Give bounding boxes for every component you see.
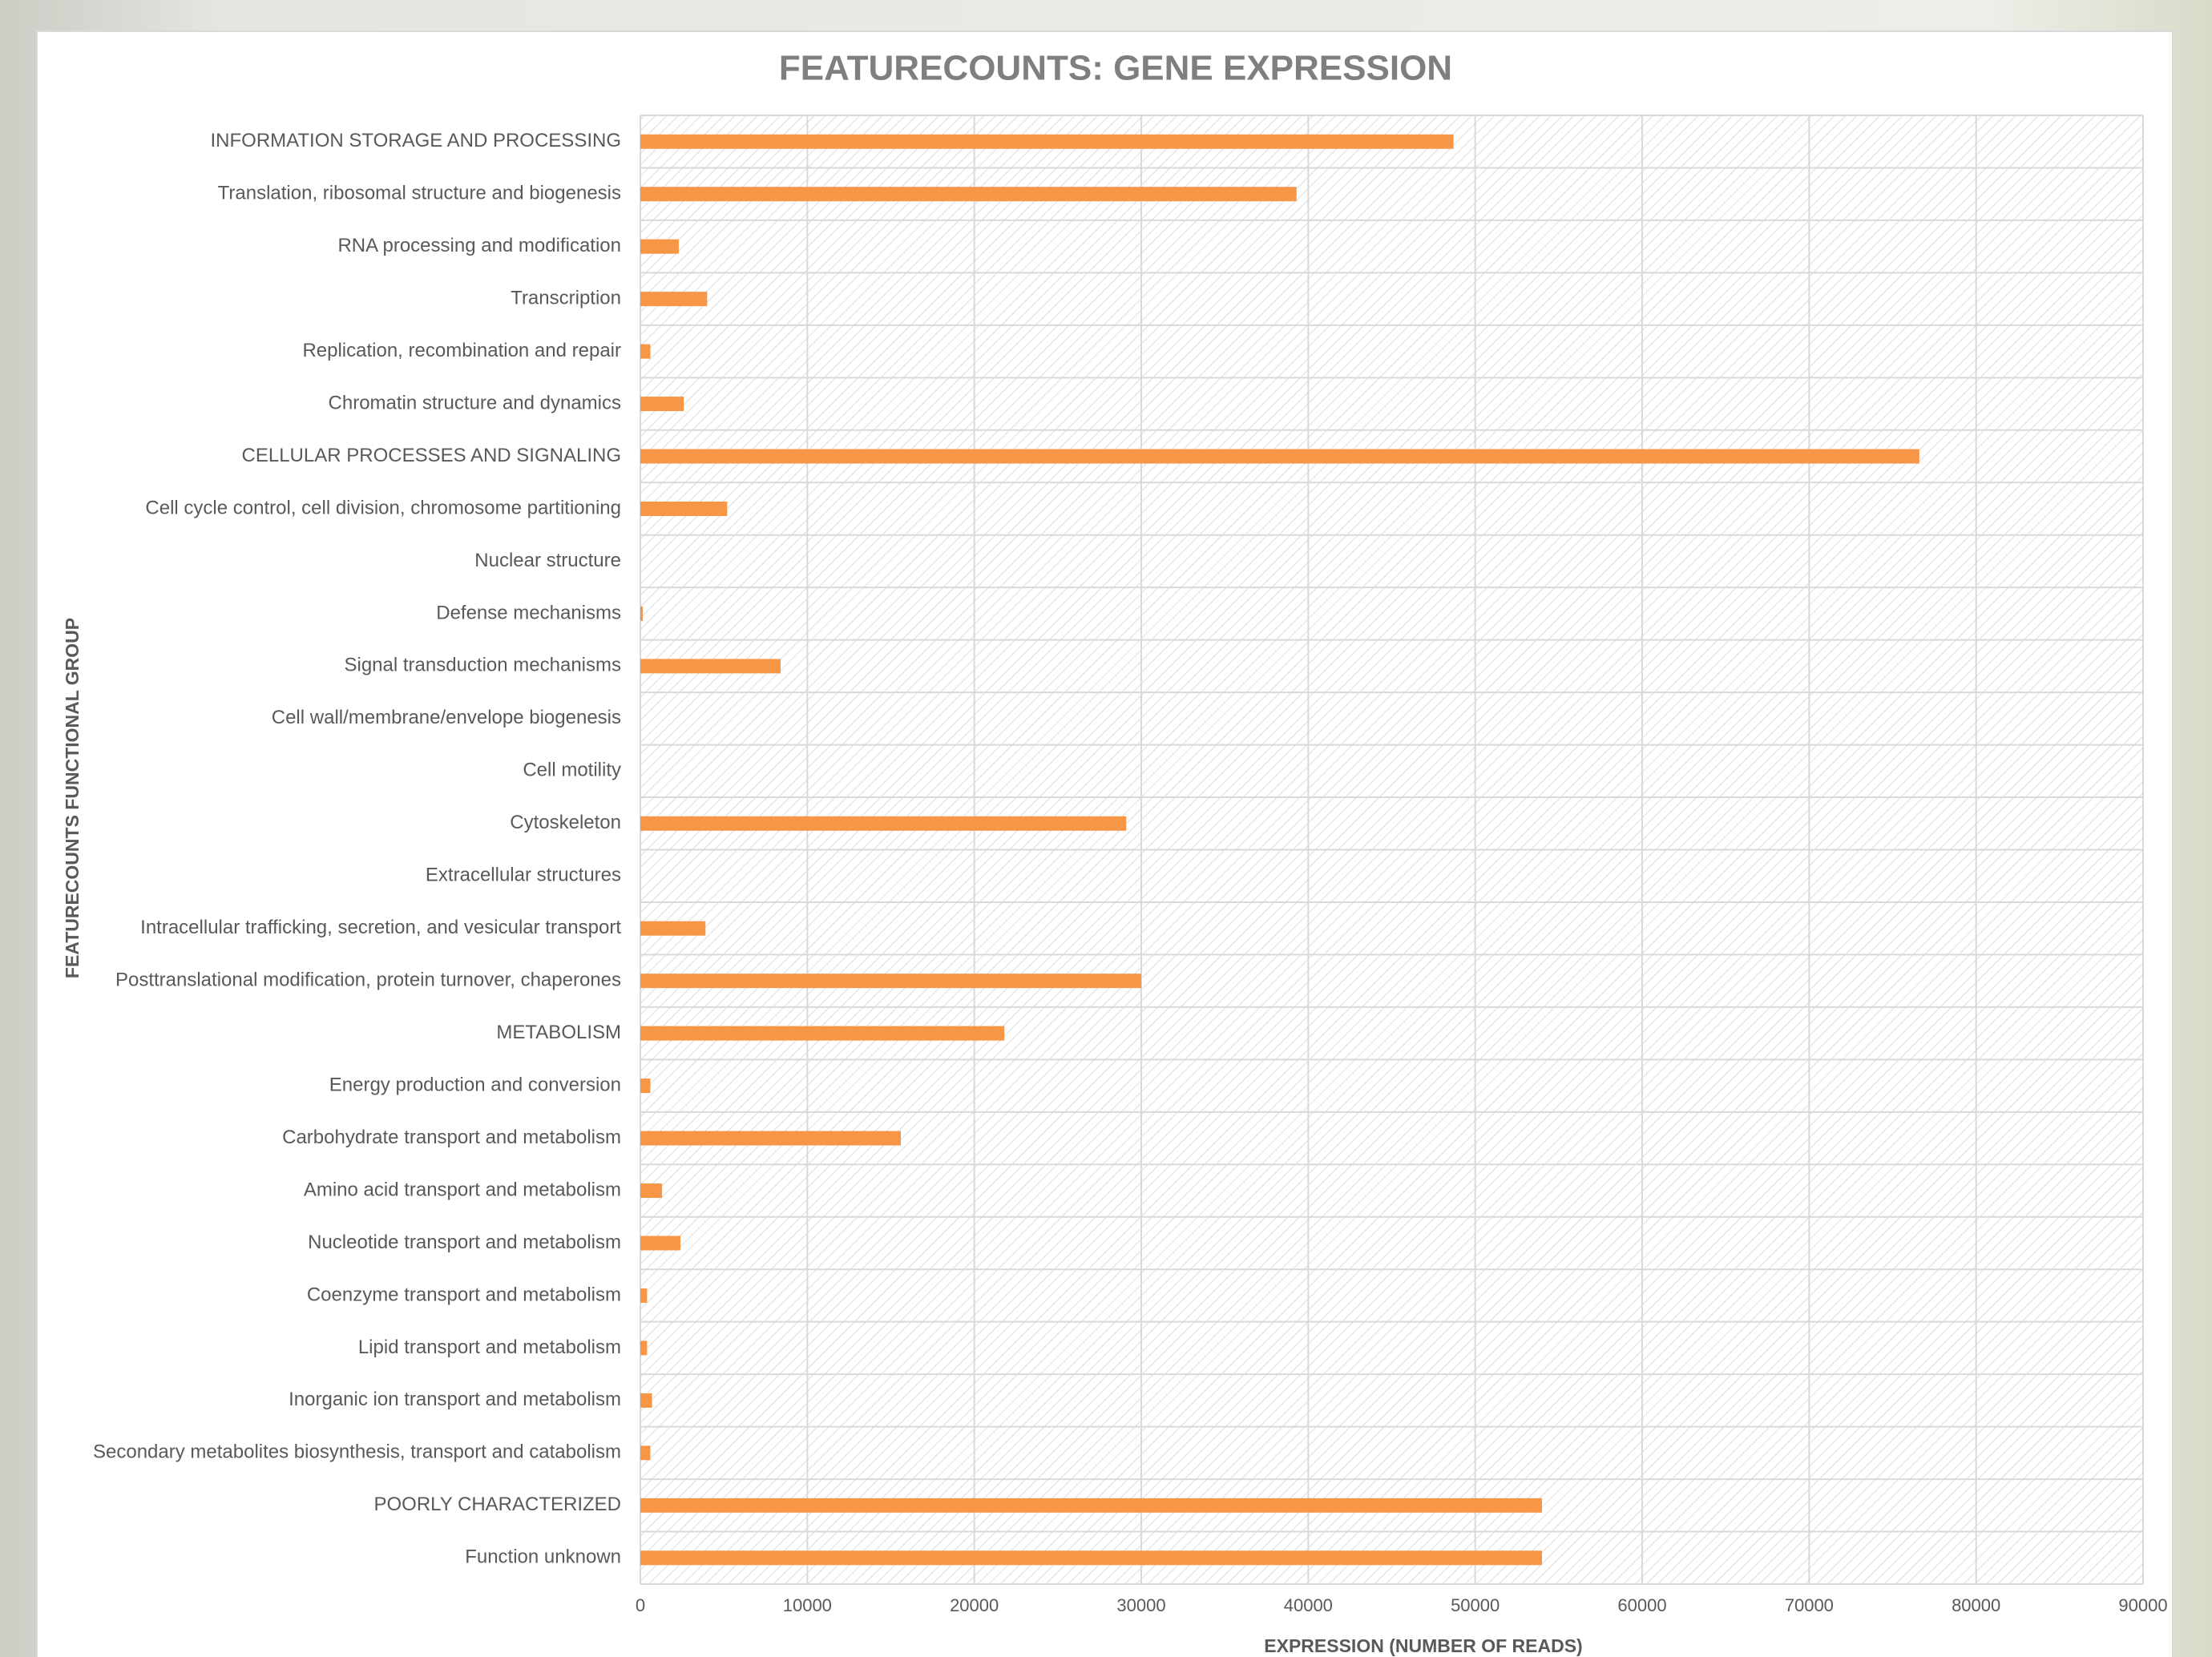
bar [640,1026,1005,1041]
chart-title: FEATURECOUNTS: GENE EXPRESSION [779,49,1452,88]
bar [640,1131,901,1146]
x-tick-label: 30000 [1116,1595,1165,1615]
y-tick-label: Intracellular trafficking, secretion, an… [140,917,621,938]
bar [640,1078,651,1094]
y-tick-label: Carbohydrate transport and metabolism [282,1127,621,1148]
x-axis-title: EXPRESSION (NUMBER OF READS) [1264,1635,1582,1656]
bar [640,659,781,674]
y-axis-title: FEATURECOUNTS FUNCTIONAL GROUP [62,618,83,978]
y-tick-label: Amino acid transport and metabolism [304,1179,621,1200]
y-tick-label: Chromatin structure and dynamics [329,392,621,413]
bar [640,397,684,412]
x-tick-label: 0 [636,1595,645,1615]
y-tick-label: Defense mechanisms [436,602,621,623]
y-tick-label: Cell cycle control, cell division, chrom… [145,497,621,518]
x-tick-label: 80000 [1952,1595,2000,1615]
y-tick-label: Nuclear structure [474,550,621,571]
y-tick-label: Lipid transport and metabolism [358,1336,621,1358]
y-tick-label: Cytoskeleton [510,812,621,833]
bar [640,1236,680,1251]
y-tick-label: Cell wall/membrane/envelope biogenesis [272,707,621,728]
y-tick-label: Secondary metabolites biosynthesis, tran… [93,1441,621,1463]
y-tick-label: Energy production and conversion [329,1074,621,1095]
x-tick-label: 90000 [2118,1595,2167,1615]
bar [640,816,1127,831]
y-tick-label: Inorganic ion transport and metabolism [289,1389,621,1410]
bar [640,501,728,516]
bar [640,1341,648,1356]
y-tick-label: INFORMATION STORAGE AND PROCESSING [210,130,621,151]
bar [640,449,1919,464]
y-tick-label: Replication, recombination and repair [302,340,621,361]
y-tick-label: METABOLISM [496,1022,621,1043]
y-tick-label: Posttranslational modification, protein … [115,970,621,991]
y-tick-label: Signal transduction mechanisms [344,655,621,676]
x-tick-label: 20000 [950,1595,999,1615]
bar [640,1445,651,1461]
x-tick-label: 70000 [1785,1595,1834,1615]
bar [640,921,706,936]
y-tick-label: Translation, ribosomal structure and bio… [218,183,621,204]
bar [640,1393,652,1408]
bar [640,134,1454,149]
bar [640,187,1297,202]
bar [640,606,644,621]
y-tick-label: Extracellular structures [426,865,621,886]
y-tick-label: CELLULAR PROCESSES AND SIGNALING [242,445,621,466]
bar [640,974,1141,989]
bar [640,1498,1542,1513]
bar [640,1183,663,1199]
y-tick-label: Cell motility [523,760,621,781]
y-tick-label: Function unknown [465,1546,621,1568]
bar [640,344,651,359]
y-tick-label: POORLY CHARACTERIZED [374,1494,622,1515]
y-tick-label: Coenzyme transport and metabolism [307,1284,621,1305]
bar [640,239,679,254]
x-tick-label: 10000 [783,1595,832,1615]
y-tick-label: Transcription [511,287,621,308]
x-tick-label: 50000 [1451,1595,1500,1615]
bar [640,1550,1542,1566]
y-tick-label: Nucleotide transport and metabolism [308,1232,621,1253]
x-tick-label: 40000 [1284,1595,1333,1615]
x-tick-label: 60000 [1617,1595,1666,1615]
y-tick-label: RNA processing and modification [337,235,621,256]
bar [640,292,708,307]
bar [640,1288,648,1303]
